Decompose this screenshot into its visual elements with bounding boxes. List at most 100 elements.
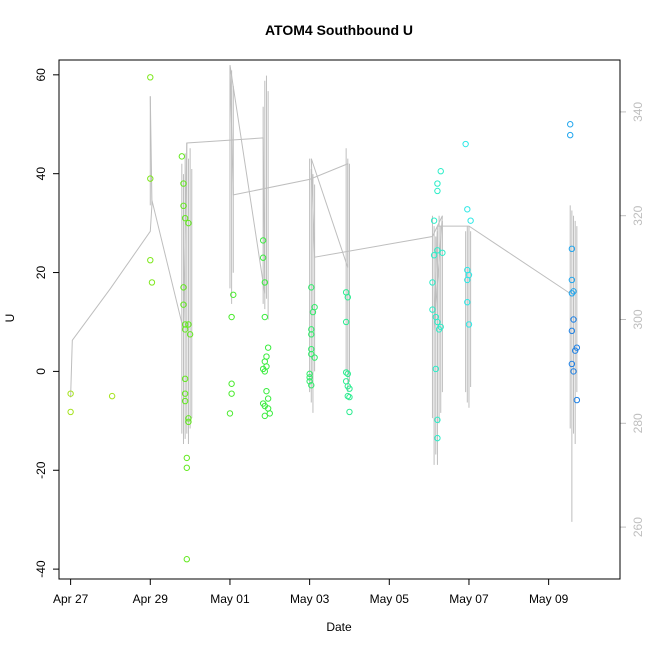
data-point-10 [181,214,189,222]
data-point-0 [67,390,74,397]
data-point-95 [567,121,574,128]
y2-tick-label-1: 280 [631,413,645,433]
data-point-2 [108,392,116,400]
y-tick-label-3: 20 [34,266,48,280]
data-point-21 [185,415,192,422]
data-point-16 [185,321,192,328]
data-point-52 [308,331,315,338]
data-point-57 [306,374,313,381]
x-tick-label-5: May 07 [449,592,489,606]
data-point-94 [465,321,473,328]
data-point-75 [434,247,441,254]
data-point-69 [346,393,353,401]
data-point-20 [181,397,189,405]
data-point-18 [181,375,189,383]
data-point-25 [183,556,191,563]
data-point-42 [264,395,272,402]
y-tick-label-4: 40 [34,167,48,181]
data-point-77 [439,249,446,256]
data-point-11 [185,219,192,227]
data-point-15 [181,326,189,333]
data-point-106 [570,368,577,375]
data-point-97 [568,245,576,253]
data-point-88 [464,206,471,213]
data-point-58 [306,378,313,385]
x-tick-label-3: May 03 [290,592,330,606]
data-point-93 [464,299,471,306]
data-point-64 [344,370,351,378]
y2-tick-label-4: 340 [631,102,645,122]
data-point-33 [261,279,269,286]
data-point-7 [178,153,186,160]
data-point-31 [259,237,267,244]
data-point-17 [186,331,194,338]
data-point-96 [567,131,574,139]
data-point-105 [568,360,576,368]
data-point-22 [185,418,192,426]
data-point-28 [228,380,235,387]
data-point-4 [147,175,154,182]
data-point-35 [264,344,272,351]
data-point-30 [226,410,234,417]
data-point-63 [342,369,350,376]
data-point-1 [67,408,74,416]
data-point-32 [259,254,267,261]
data-point-78 [429,279,436,286]
x-tick-label-0: Apr 27 [53,592,89,606]
data-point-24 [183,464,191,471]
data-point-59 [308,382,315,389]
data-point-62 [342,318,350,326]
data-point-83 [435,326,443,333]
data-point-12 [180,284,187,291]
data-point-56 [306,370,313,378]
data-point-74 [430,217,438,224]
data-point-70 [346,408,353,416]
x-tick-label-4: May 05 [370,592,410,606]
x-axis-label: Date [326,620,352,634]
data-point-23 [183,454,191,462]
data-point-86 [434,434,441,442]
data-point-76 [430,252,438,259]
data-point-29 [228,390,235,397]
data-point-92 [464,276,471,284]
data-point-67 [346,385,353,392]
data-point-5 [147,256,154,264]
data-point-46 [266,410,273,417]
data-point-13 [180,301,187,308]
data-point-104 [571,347,579,354]
data-point-3 [147,74,154,81]
data-point-54 [308,350,315,358]
data-point-9 [180,202,187,210]
x-tick-label-1: Apr 29 [133,592,169,606]
y-tick-label-1: -20 [34,461,48,479]
data-point-72 [434,180,441,187]
data-point-81 [434,318,441,326]
data-point-99 [570,288,577,295]
data-point-41 [263,387,270,395]
data-point-100 [568,290,576,297]
y-tick-label-0: -40 [34,560,48,578]
data-points-layer [67,74,581,563]
data-point-73 [434,187,441,195]
data-point-102 [568,327,576,335]
data-point-34 [261,313,269,321]
data-point-84 [432,365,439,373]
data-point-8 [180,180,187,187]
data-point-61 [344,294,351,301]
data-point-85 [434,416,441,424]
data-point-6 [148,279,156,286]
data-point-101 [570,316,577,323]
data-point-55 [311,354,318,361]
data-point-71 [437,168,444,175]
chart-title: ATOM4 Southbound U [265,22,413,38]
data-point-40 [261,368,269,375]
data-point-19 [181,390,189,397]
y-axis-label: U [3,314,17,323]
data-point-48 [308,284,315,291]
y2-tick-label-0: 260 [631,517,645,537]
data-point-89 [467,217,474,224]
data-point-27 [228,313,235,321]
data-point-79 [429,306,436,313]
